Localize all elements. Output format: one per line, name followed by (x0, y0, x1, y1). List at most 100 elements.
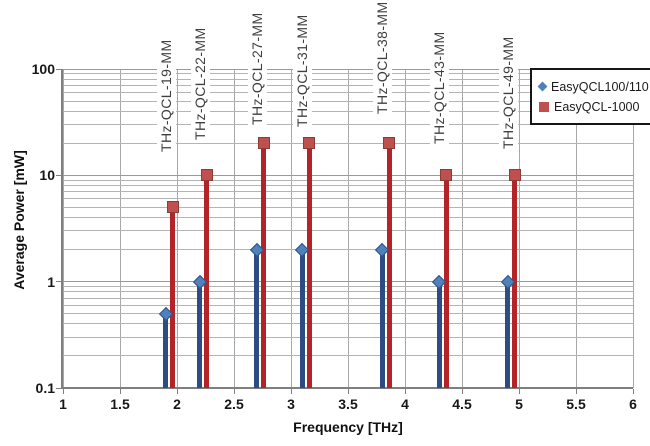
legend-label: EasyQCL-1000 (554, 99, 640, 114)
x-axis-tick (233, 389, 235, 394)
gridline-horizontal-major (63, 174, 633, 176)
gridline-vertical (518, 69, 520, 388)
device-label: THz-QCL-19-MM (156, 36, 176, 156)
gridline-horizontal-minor (63, 142, 633, 144)
gridline-vertical (176, 69, 178, 388)
gridline-vertical (233, 69, 235, 388)
y-tick-label: 100 (31, 61, 55, 77)
device-label: THz-QCL-27-MM (247, 9, 267, 129)
gridline-horizontal-minor (63, 336, 633, 338)
gridline-horizontal-minor (63, 355, 633, 357)
x-tick-label: 4 (401, 396, 409, 412)
x-tick-label: 3 (287, 396, 295, 412)
device-label: THz-QCL-43-MM (430, 28, 450, 148)
device-label: THz-QCL-38-MM (373, 0, 393, 118)
y-axis-tick (56, 281, 61, 283)
gridline-horizontal-minor (63, 230, 633, 232)
y-axis-tick (56, 387, 61, 389)
gridline-horizontal-minor (63, 191, 633, 193)
square-marker (303, 137, 316, 150)
x-tick-label: 1.5 (110, 396, 130, 412)
device-label: THz-QCL-31-MM (293, 11, 313, 131)
x-axis-tick (518, 389, 520, 394)
gridline-horizontal-minor (63, 100, 633, 102)
y-tick-label: 10 (39, 167, 55, 184)
gridline-horizontal-minor (63, 124, 633, 126)
legend-label: EasyQCL100/110 (551, 79, 649, 94)
square-marker (257, 137, 270, 150)
gridline-vertical (290, 69, 292, 388)
gridline-horizontal-major (63, 281, 633, 283)
gridline-horizontal-minor (63, 110, 633, 112)
square-marker (383, 137, 396, 150)
gridline-horizontal-minor (63, 286, 633, 288)
gridline-horizontal-minor (63, 92, 633, 94)
x-axis-tick (347, 389, 349, 394)
x-axis-tick (461, 389, 463, 394)
x-tick-label: 2 (173, 396, 181, 412)
gridline-horizontal-minor (63, 84, 633, 86)
gridline-vertical (347, 69, 349, 388)
y-tick-label: 0.1 (35, 380, 55, 396)
gridline-vertical (62, 69, 64, 388)
x-axis-tick (290, 389, 292, 394)
x-axis-tick (575, 389, 577, 394)
gridline-horizontal-minor (63, 323, 633, 325)
gridline-vertical (461, 69, 463, 388)
device-label: THz-QCL-49-MM (498, 33, 518, 153)
gridline-horizontal-minor (63, 206, 633, 208)
gridline-horizontal-minor (63, 179, 633, 181)
stem-easyqcl100-110 (299, 249, 305, 388)
x-tick-label: 3.5 (338, 396, 358, 412)
gridline-vertical (119, 69, 121, 388)
gridline-horizontal-minor (63, 304, 633, 306)
x-tick-label: 1 (59, 396, 67, 412)
stem-easyqcl-1000 (386, 143, 392, 388)
stem-easyqcl100-110 (254, 249, 260, 388)
gridline-vertical (404, 69, 406, 388)
y-tick-label: 1 (47, 273, 55, 290)
legend: EasyQCL100/110 EasyQCL-1000 (530, 68, 650, 125)
x-tick-label: 6 (629, 396, 637, 412)
stem-easyqcl-1000 (170, 207, 176, 388)
x-tick-label: 2.5 (224, 396, 244, 412)
gridline-horizontal-minor (63, 78, 633, 80)
x-axis-tick (176, 389, 178, 394)
x-axis-tick (404, 389, 406, 394)
stem-easyqcl100-110 (163, 313, 169, 388)
gridline-horizontal-minor (63, 198, 633, 200)
stem-easyqcl-1000 (261, 143, 267, 388)
gridline-horizontal-minor (63, 297, 633, 299)
stem-easyqcl100-110 (379, 249, 385, 388)
square-marker (440, 169, 453, 182)
x-tick-label: 5.5 (566, 396, 586, 412)
diamond-marker-icon (537, 81, 548, 92)
gridline-horizontal-minor (63, 73, 633, 75)
gridline-horizontal-minor (63, 249, 633, 251)
gridline-vertical (632, 69, 634, 388)
square-marker (200, 169, 213, 182)
gridline-horizontal-minor (63, 313, 633, 315)
y-axis-title: Average Power [mW] (11, 150, 27, 290)
stem-easyqcl100-110 (197, 281, 203, 388)
y-axis-tick (56, 68, 61, 70)
gridline-horizontal-minor (63, 217, 633, 219)
x-axis-tick (62, 389, 64, 394)
x-axis-tick (119, 389, 121, 394)
legend-item: EasyQCL-1000 (539, 97, 650, 116)
square-marker-icon (539, 101, 549, 112)
legend-item: EasyQCL100/110 (537, 77, 650, 96)
gridline-vertical (575, 69, 577, 388)
y-axis-line (61, 69, 63, 388)
square-marker (166, 201, 179, 214)
stem-easyqcl100-110 (436, 281, 442, 388)
device-label: THz-QCL-22-MM (190, 24, 210, 144)
x-tick-label: 5 (515, 396, 523, 412)
x-axis-tick (632, 389, 634, 394)
y-axis-tick (56, 174, 61, 176)
stem-easyqcl-1000 (306, 143, 312, 388)
x-axis-line (61, 387, 633, 389)
x-axis-title: Frequency [THz] (293, 419, 403, 435)
square-marker (508, 169, 521, 182)
